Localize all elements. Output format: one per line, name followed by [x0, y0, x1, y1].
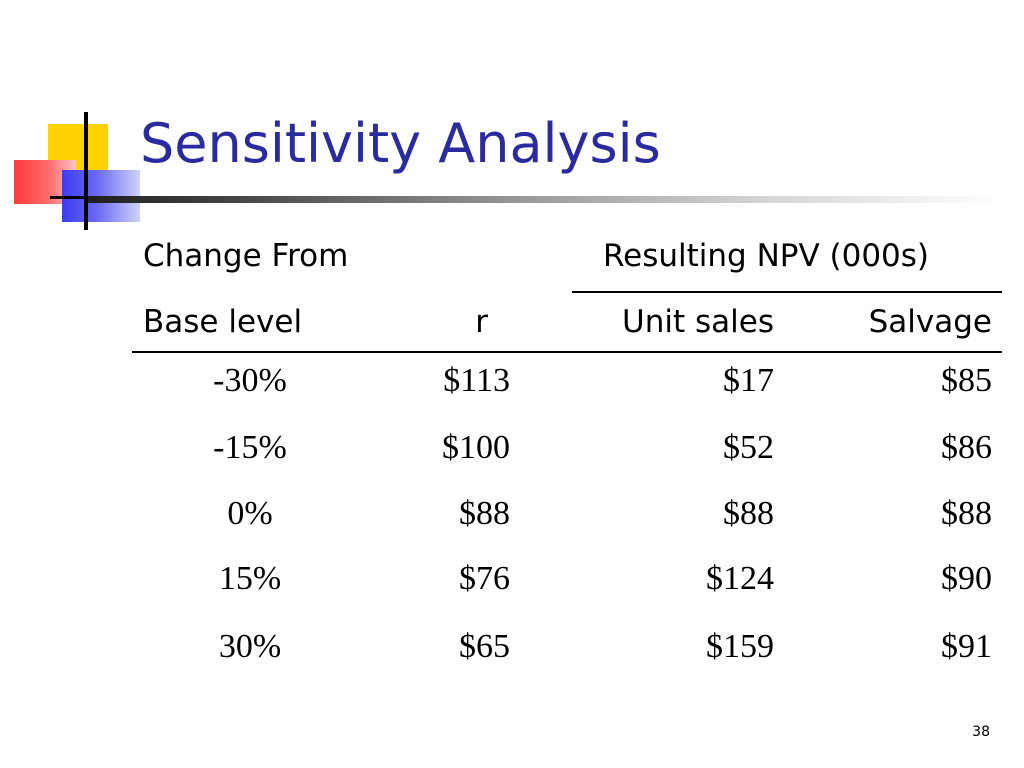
header-salvage: Salvage: [868, 304, 992, 340]
cell-base-level: -30%: [213, 362, 287, 399]
header-resulting-npv: Resulting NPV (000s): [603, 238, 930, 274]
cell-r: $113: [443, 362, 510, 399]
cell-salvage: $86: [941, 429, 992, 466]
slide-title: Sensitivity Analysis: [140, 112, 661, 175]
cell-salvage: $88: [941, 495, 992, 532]
cell-r: $65: [459, 628, 510, 665]
slide-logo-decoration: [0, 0, 142, 240]
cell-base-level: -15%: [213, 429, 287, 466]
cell-unit-sales: $17: [723, 362, 774, 399]
title-underline-rule: [88, 196, 1000, 203]
header-change-from: Change From: [143, 238, 349, 274]
cell-r: $100: [442, 429, 510, 466]
cell-salvage: $85: [941, 362, 992, 399]
cell-unit-sales: $88: [723, 495, 774, 532]
cell-salvage: $91: [941, 628, 992, 665]
cell-base-level: 0%: [227, 495, 273, 532]
cell-unit-sales: $124: [706, 560, 774, 597]
header-base-level: Base level: [143, 304, 303, 340]
header-bottom-rule: [132, 351, 1002, 353]
header-group-rule: [572, 291, 1002, 293]
crosshair-vertical-line: [84, 112, 88, 230]
page-number: 38: [972, 724, 990, 740]
cell-unit-sales: $52: [723, 429, 774, 466]
cell-base-level: 30%: [218, 628, 282, 665]
header-r: r: [475, 304, 488, 340]
cell-r: $88: [459, 495, 510, 532]
cell-salvage: $90: [941, 560, 992, 597]
cell-r: $76: [459, 560, 510, 597]
header-unit-sales: Unit sales: [622, 304, 774, 340]
cell-unit-sales: $159: [706, 628, 774, 665]
cell-base-level: 15%: [218, 560, 282, 597]
